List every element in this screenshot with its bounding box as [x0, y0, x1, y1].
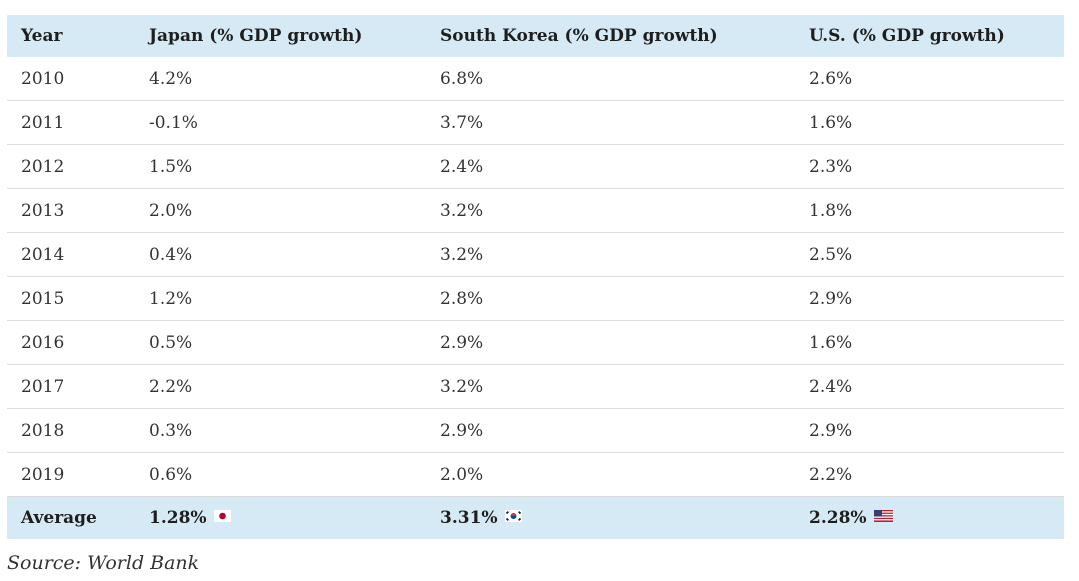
cell-us: 2.9% [795, 276, 1064, 321]
cell-us: 1.6% [795, 320, 1064, 365]
cell-south-korea: 2.9% [426, 408, 795, 453]
table-row: 2016 0.5% 2.9% 1.6% [7, 320, 1064, 365]
cell-year: 2018 [7, 408, 135, 453]
cell-year: 2014 [7, 232, 135, 277]
table-row: 2011 -0.1% 3.7% 1.6% [7, 100, 1064, 145]
cell-japan: 0.5% [135, 320, 426, 365]
gdp-growth-table: Year Japan (% GDP growth) South Korea (%… [7, 15, 1064, 539]
cell-us: 1.6% [795, 100, 1064, 145]
cell-year: 2017 [7, 364, 135, 409]
south-korea-flag-icon [504, 507, 522, 527]
table-row: 2017 2.2% 3.2% 2.4% [7, 364, 1064, 409]
us-flag-icon [873, 507, 893, 527]
cell-japan: 1.5% [135, 144, 426, 189]
cell-year: 2011 [7, 100, 135, 145]
cell-japan: 2.0% [135, 188, 426, 233]
table-row: 2012 1.5% 2.4% 2.3% [7, 144, 1064, 189]
header-japan: Japan (% GDP growth) [135, 15, 426, 57]
cell-japan: 0.4% [135, 232, 426, 277]
table-row: 2013 2.0% 3.2% 1.8% [7, 188, 1064, 233]
cell-japan: 4.2% [135, 57, 426, 101]
table-row: 2010 4.2% 6.8% 2.6% [7, 57, 1064, 101]
source-note: Source: World Bank [7, 552, 200, 574]
average-row: Average 1.28% 3.31% 2.28% [7, 496, 1064, 539]
table-row: 2019 0.6% 2.0% 2.2% [7, 452, 1064, 497]
average-south-korea-cell: 3.31% [426, 496, 795, 539]
cell-south-korea: 2.4% [426, 144, 795, 189]
cell-year: 2019 [7, 452, 135, 497]
cell-year: 2012 [7, 144, 135, 189]
table-row: 2014 0.4% 3.2% 2.5% [7, 232, 1064, 277]
average-us-value: 2.28% [809, 507, 867, 528]
cell-south-korea: 3.2% [426, 232, 795, 277]
average-us-cell: 2.28% [795, 496, 1064, 539]
cell-year: 2010 [7, 57, 135, 101]
gdp-growth-table-container: Year Japan (% GDP growth) South Korea (%… [7, 15, 1064, 539]
cell-us: 2.3% [795, 144, 1064, 189]
cell-south-korea: 6.8% [426, 57, 795, 101]
cell-japan: 0.3% [135, 408, 426, 453]
table-body: 2010 4.2% 6.8% 2.6% 2011 -0.1% 3.7% 1.6% 2012 1.5… [7, 57, 1064, 497]
cell-us: 2.2% [795, 452, 1064, 497]
cell-us: 2.6% [795, 57, 1064, 101]
cell-south-korea: 2.8% [426, 276, 795, 321]
table-header-row: Year Japan (% GDP growth) South Korea (%… [7, 15, 1064, 57]
cell-south-korea: 3.2% [426, 188, 795, 233]
cell-japan: 2.2% [135, 364, 426, 409]
cell-us: 2.5% [795, 232, 1064, 277]
cell-south-korea: 3.2% [426, 364, 795, 409]
cell-us: 1.8% [795, 188, 1064, 233]
average-japan-value: 1.28% [149, 507, 207, 528]
cell-japan: 0.6% [135, 452, 426, 497]
cell-japan: 1.2% [135, 276, 426, 321]
table-row: 2015 1.2% 2.8% 2.9% [7, 276, 1064, 321]
cell-south-korea: 2.9% [426, 320, 795, 365]
cell-south-korea: 3.7% [426, 100, 795, 145]
header-year: Year [7, 15, 135, 57]
header-us: U.S. (% GDP growth) [795, 15, 1064, 57]
average-south-korea-value: 3.31% [440, 507, 498, 528]
japan-flag-icon [213, 507, 231, 527]
cell-year: 2016 [7, 320, 135, 365]
header-south-korea: South Korea (% GDP growth) [426, 15, 795, 57]
average-japan-cell: 1.28% [135, 496, 426, 539]
cell-us: 2.9% [795, 408, 1064, 453]
cell-year: 2013 [7, 188, 135, 233]
cell-us: 2.4% [795, 364, 1064, 409]
average-label: Average [7, 496, 135, 539]
cell-japan: -0.1% [135, 100, 426, 145]
table-row: 2018 0.3% 2.9% 2.9% [7, 408, 1064, 453]
cell-south-korea: 2.0% [426, 452, 795, 497]
cell-year: 2015 [7, 276, 135, 321]
